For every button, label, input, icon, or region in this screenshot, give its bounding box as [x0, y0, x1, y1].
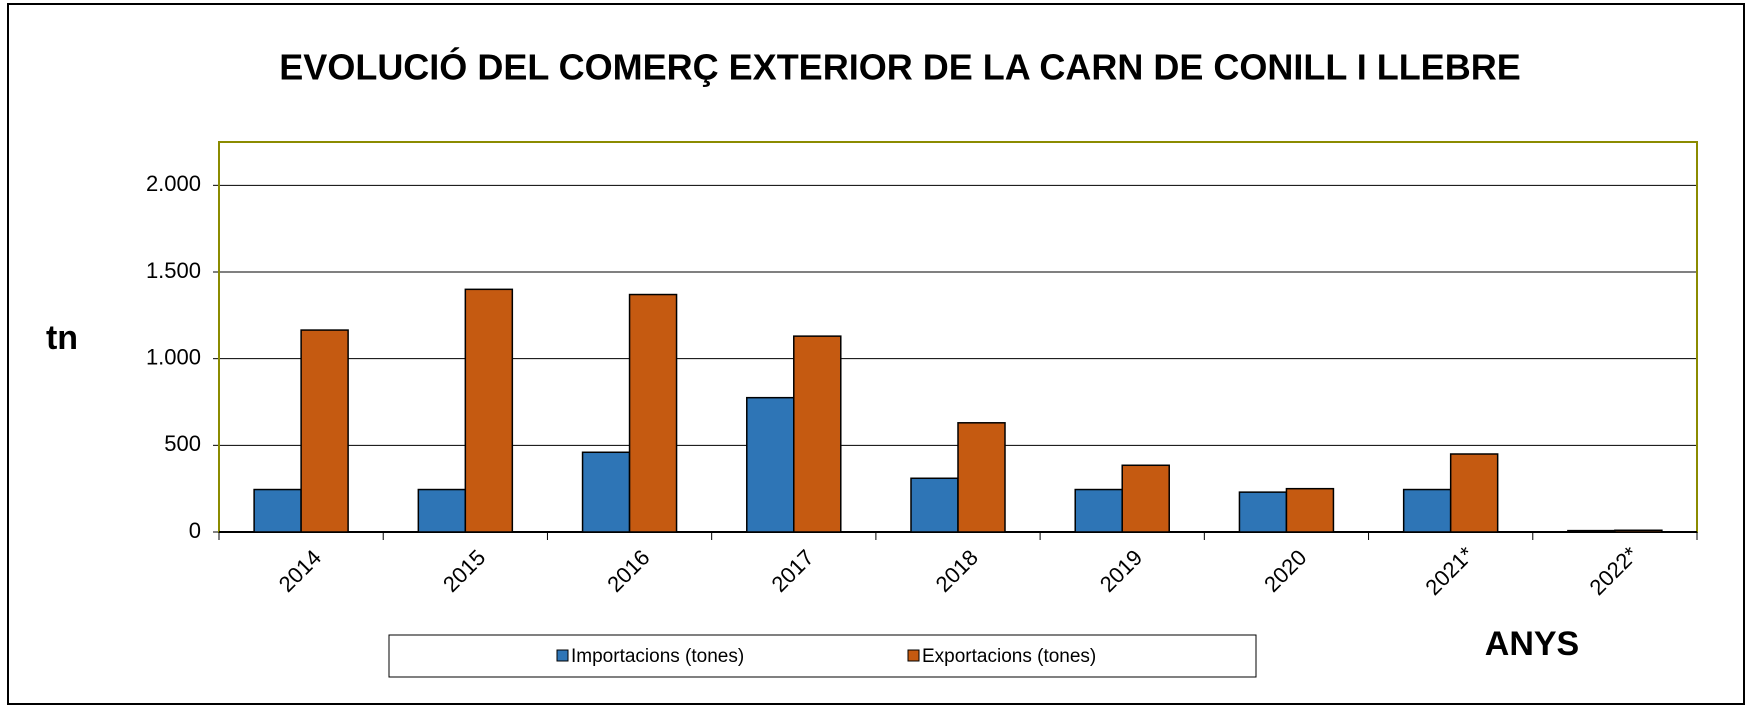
bar — [1449, 453, 1499, 533]
legend-swatch — [556, 649, 569, 662]
bar — [581, 451, 631, 533]
y-tick-label: 500 — [164, 431, 201, 456]
bar — [417, 488, 467, 533]
bar — [1285, 487, 1335, 533]
y-tick-label: 1.000 — [146, 344, 201, 369]
y-tick-label: 1.500 — [146, 258, 201, 283]
chart-border — [7, 3, 1745, 705]
legend-swatch — [907, 649, 920, 662]
bar — [1402, 488, 1452, 533]
y-tick-label: 0 — [189, 518, 201, 543]
bar — [910, 477, 959, 533]
legend-label: Exportacions (tones) — [922, 646, 1096, 667]
legend-box — [388, 634, 1257, 678]
bar — [628, 293, 678, 533]
y-tick-label: 2.000 — [146, 171, 201, 196]
bar — [1074, 488, 1123, 533]
bar — [253, 488, 302, 533]
bar — [1614, 529, 1663, 533]
bar — [1121, 464, 1170, 533]
bar — [793, 335, 842, 533]
bar — [746, 396, 795, 533]
chart-title: EVOLUCIÓ DEL COMERÇ EXTERIOR DE LA CARN … — [279, 46, 1520, 88]
bar — [1238, 491, 1288, 533]
bar — [464, 288, 514, 533]
bar — [1567, 529, 1616, 533]
x-axis-label: ANYS — [1485, 625, 1579, 663]
bar — [300, 329, 349, 533]
legend-label: Importacions (tones) — [571, 646, 744, 667]
y-axis-label: tn — [46, 319, 78, 357]
bar — [957, 422, 1006, 533]
